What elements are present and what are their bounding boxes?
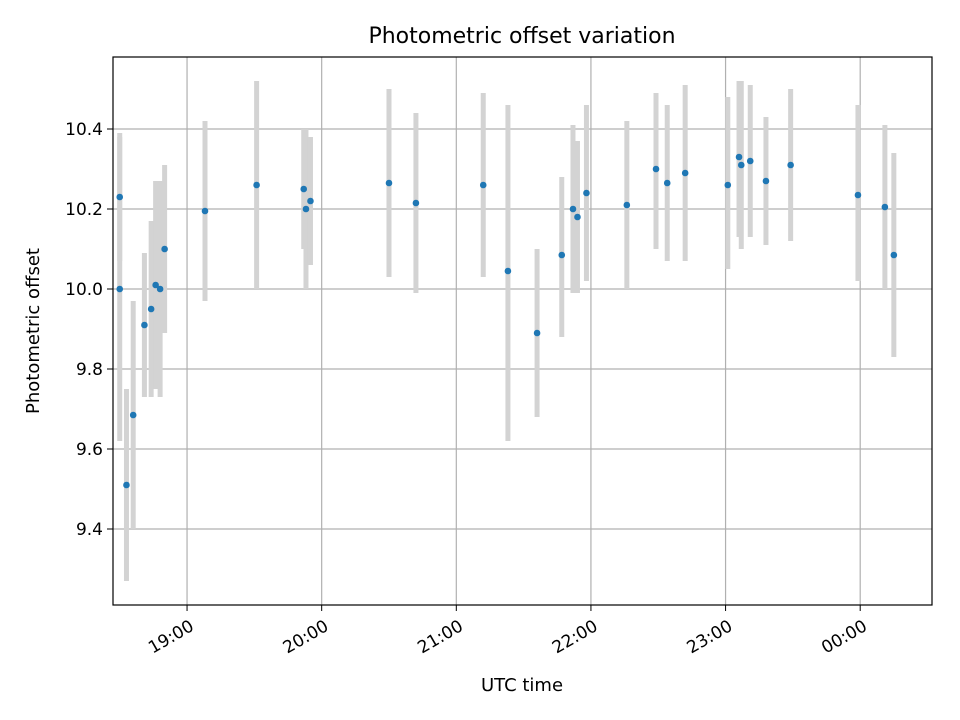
- y-tick-label: 10.0: [65, 280, 103, 300]
- data-point: [574, 213, 581, 221]
- data-point: [201, 207, 209, 215]
- data-point: [129, 411, 137, 419]
- data-points: [116, 153, 898, 489]
- y-tick-label: 9.4: [76, 520, 103, 540]
- data-point: [724, 181, 732, 189]
- data-point: [583, 189, 590, 197]
- grid: [113, 57, 932, 605]
- data-point: [141, 321, 148, 329]
- data-point: [746, 157, 754, 165]
- data-point: [881, 203, 889, 211]
- data-point: [663, 179, 671, 187]
- y-axis-label: Photometric offset: [23, 248, 44, 414]
- y-tick-label: 9.8: [76, 360, 103, 380]
- data-point: [302, 205, 310, 213]
- y-tick-label: 10.4: [65, 120, 103, 140]
- x-axis-label: UTC time: [481, 675, 563, 696]
- data-point: [504, 267, 512, 275]
- plot-frame: [112, 56, 933, 606]
- data-point: [558, 251, 566, 259]
- data-point: [652, 165, 660, 173]
- data-point: [735, 153, 743, 161]
- data-point: [737, 161, 745, 169]
- data-point: [161, 245, 168, 253]
- data-point: [385, 179, 393, 187]
- data-point: [533, 329, 541, 337]
- data-point: [300, 185, 308, 193]
- data-point: [479, 181, 487, 189]
- data-point: [762, 177, 770, 185]
- data-point: [890, 251, 898, 259]
- data-point: [123, 481, 130, 489]
- data-point: [787, 161, 794, 169]
- data-point: [412, 199, 420, 207]
- data-point: [147, 305, 155, 313]
- data-point: [681, 169, 689, 177]
- data-point: [623, 201, 631, 209]
- data-point: [116, 285, 124, 293]
- y-tick-label: 10.2: [65, 200, 103, 220]
- data-point: [569, 205, 577, 213]
- y-tick-label: 9.6: [76, 440, 103, 460]
- data-point: [854, 191, 862, 199]
- data-point: [116, 193, 124, 201]
- data-point: [253, 181, 260, 189]
- data-point: [152, 281, 159, 289]
- data-point: [307, 197, 314, 205]
- data-point: [156, 285, 164, 293]
- chart-title: Photometric offset variation: [368, 24, 675, 49]
